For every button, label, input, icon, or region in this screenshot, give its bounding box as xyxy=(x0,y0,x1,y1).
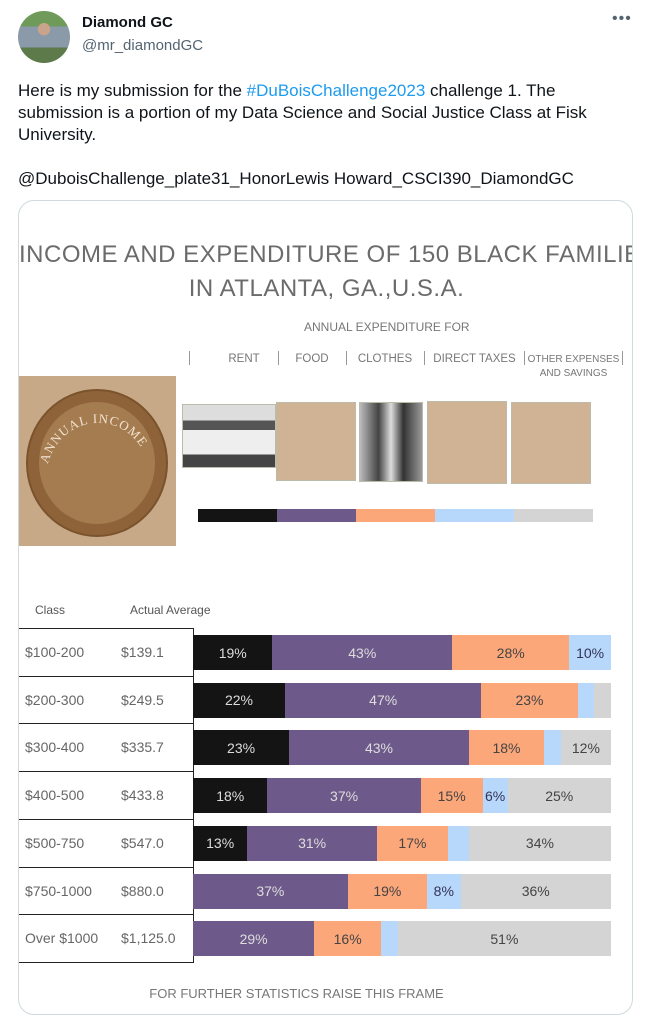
bar-segment-food: 43% xyxy=(272,635,453,670)
bar-segment-other xyxy=(594,682,611,718)
row-class: $750-1000 xyxy=(25,882,92,899)
tweet-text: Here is my submission for the #DuBoisCha… xyxy=(18,80,638,190)
bar-segment-clothes: 23% xyxy=(481,682,578,718)
bar-segment-taxes: 10% xyxy=(569,635,611,670)
bar-segment-clothes: 17% xyxy=(376,825,448,861)
chart-subtitle: ANNUAL EXPENDITURE FOR xyxy=(304,320,470,334)
bar-segment-clothes: 18% xyxy=(468,730,545,766)
row-average: $139.1 xyxy=(121,644,164,660)
tweet-text-part: challenge 1. The submission is a portion… xyxy=(18,81,587,144)
bar-segment-clothes: 15% xyxy=(420,778,483,814)
higher-life-document-image xyxy=(511,402,591,484)
bulletin-document-image xyxy=(276,402,356,481)
author-handle[interactable]: @mr_diamondGC xyxy=(82,37,204,54)
divider xyxy=(622,351,623,365)
annual-income-coin-image: ANNUAL INCOME xyxy=(19,376,176,546)
bar-segment-rent: 23% xyxy=(193,730,290,766)
bar-segment-other: 51% xyxy=(397,921,611,957)
avatar[interactable] xyxy=(18,11,70,63)
divider xyxy=(278,351,279,365)
table-row: $500-750 $547.0 xyxy=(19,818,194,867)
table-row: $100-200 $139.1 xyxy=(19,628,194,676)
house-photo xyxy=(182,404,276,468)
author-name[interactable]: Diamond GC xyxy=(82,14,173,31)
bar-segment-food: 37% xyxy=(193,873,348,909)
legend-and-savings: AND SAVINGS xyxy=(539,368,608,379)
table-row: $400-500 $433.8 xyxy=(19,771,194,820)
bar-segment-other: 25% xyxy=(507,778,611,814)
bar-segment-food: 47% xyxy=(284,682,482,718)
bar-segment-taxes: 6% xyxy=(482,778,508,814)
divider xyxy=(524,351,525,365)
bar-segment-food: 29% xyxy=(193,921,315,957)
row-class: $100-200 xyxy=(25,644,85,660)
row-class: $400-500 xyxy=(25,787,85,804)
tax-rate-document-image xyxy=(427,401,507,484)
row-class: $300-400 xyxy=(25,739,85,756)
legend-other-expenses: OTHER EXPENSES xyxy=(527,354,620,365)
legend-swatch-rent xyxy=(198,509,277,522)
bar-segment-other: 36% xyxy=(460,873,611,909)
chart-title-line2: IN ATLANTA, GA.,U.S.A. xyxy=(188,275,465,302)
legend-food: FOOD xyxy=(295,353,329,365)
table-row: $750-1000 $880.0 xyxy=(19,866,194,915)
bar-segment-food: 37% xyxy=(267,778,421,814)
bar-segment-clothes: 16% xyxy=(314,921,382,957)
row-class: $200-300 xyxy=(25,691,85,708)
bar-segment-food: 43% xyxy=(289,730,469,766)
row-average: $335.7 xyxy=(121,739,164,756)
row-average: $1,125.0 xyxy=(121,930,176,947)
bar-segment-rent: 18% xyxy=(193,778,268,814)
bar-segment-rent: 13% xyxy=(193,825,248,861)
row-average: $249.5 xyxy=(121,691,164,708)
bar-segment-rent: 19% xyxy=(193,635,273,670)
row-average: $433.8 xyxy=(121,787,164,804)
divider xyxy=(346,351,347,365)
row-class: $500-750 xyxy=(25,834,85,851)
legend-clothes: CLOTHES xyxy=(357,353,413,365)
bar-segment-taxes xyxy=(544,730,561,766)
row-average: $880.0 xyxy=(121,882,164,899)
table-row: $200-300 $249.5 xyxy=(19,675,194,724)
bar-segment-rent: 22% xyxy=(193,682,285,718)
legend-swatch-other xyxy=(514,509,593,522)
divider xyxy=(189,351,190,365)
chart-title-line1: INCOME AND EXPENDITURE OF 150 BLACK FAMI… xyxy=(19,241,633,268)
hashtag-link[interactable]: #DuBoisChallenge2023 xyxy=(246,81,426,100)
legend-swatch-clothes xyxy=(356,509,435,522)
row-class: Over $1000 xyxy=(25,930,99,947)
bar-segment-other: 12% xyxy=(560,730,611,766)
legend-swatch-taxes xyxy=(435,509,514,522)
divider xyxy=(424,351,425,365)
bar-segment-taxes xyxy=(447,825,469,861)
chart-footer: FOR FURTHER STATISTICS RAISE THIS FRAME xyxy=(149,986,444,1001)
column-header-average: Actual Average xyxy=(130,603,211,617)
tweet-text-part: Here is my submission for the xyxy=(18,81,247,100)
legend-rent: RENT xyxy=(228,353,260,365)
bar-segment-clothes: 19% xyxy=(347,873,428,909)
legend-other-expenses-group: OTHER EXPENSES AND SAVINGS xyxy=(526,353,621,381)
bar-segment-taxes xyxy=(577,682,595,718)
legend-swatch-food xyxy=(277,509,356,522)
bar-segment-clothes: 28% xyxy=(452,635,570,670)
table-row: $300-400 $335.7 xyxy=(19,723,194,772)
table-row: Over $1000 $1,125.0 xyxy=(19,914,194,963)
bar-segment-taxes: 8% xyxy=(427,873,461,909)
tweet-text-line2: @DuboisChallenge_plate31_HonorLewis Howa… xyxy=(18,169,574,188)
column-header-class: Class xyxy=(35,603,66,617)
legend-direct-taxes: DIRECT TAXES xyxy=(433,353,516,365)
row-average: $547.0 xyxy=(121,834,164,851)
table-bottom-border xyxy=(19,962,194,963)
tweet-media-image[interactable]: INCOME AND EXPENDITURE OF 150 BLACK FAMI… xyxy=(18,200,633,1015)
bar-segment-taxes xyxy=(381,921,398,957)
more-horizontal-icon[interactable]: ••• xyxy=(612,10,632,27)
bar-segment-food: 31% xyxy=(247,825,377,861)
coin-graphic: ANNUAL INCOME xyxy=(26,389,168,537)
women-walking-photo xyxy=(359,402,423,482)
bar-segment-other: 34% xyxy=(468,825,611,861)
